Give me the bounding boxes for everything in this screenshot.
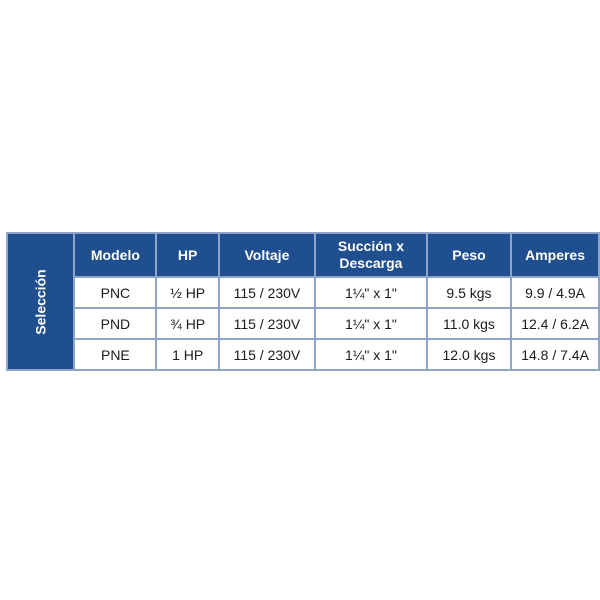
cell-modelo: PNE <box>73 338 158 371</box>
header-amperes: Amperes <box>510 232 600 278</box>
side-label: Selección <box>32 268 49 335</box>
header-succion-descarga: Succión x Descarga <box>313 232 428 278</box>
cell-succion-descarga: 1¼" x 1" <box>313 307 428 340</box>
cell-amperes: 9.9 / 4.9A <box>510 276 600 309</box>
cell-voltaje: 115 / 230V <box>217 276 316 309</box>
cell-modelo: PND <box>73 307 158 340</box>
cell-amperes: 12.4 / 6.2A <box>510 307 600 340</box>
cell-peso: 12.0 kgs <box>425 338 513 371</box>
selection-table-container: Selección Modelo HP Voltaje Succión x De… <box>5 232 600 371</box>
cell-hp: ½ HP <box>155 276 220 309</box>
header-hp: HP <box>155 232 220 278</box>
header-voltaje: Voltaje <box>217 232 316 278</box>
table-row: PNC ½ HP 115 / 230V 1¼" x 1" 9.5 kgs 9.9… <box>7 276 600 309</box>
selection-table: Selección Modelo HP Voltaje Succión x De… <box>5 232 600 371</box>
side-label-cell: Selección <box>5 232 76 371</box>
header-row: Selección Modelo HP Voltaje Succión x De… <box>5 232 600 371</box>
cell-hp: ¾ HP <box>155 307 220 340</box>
cell-voltaje: 115 / 230V <box>217 307 316 340</box>
cell-peso: 11.0 kgs <box>425 307 513 340</box>
cell-succion-descarga: 1¼" x 1" <box>313 276 428 309</box>
cell-modelo: PNC <box>73 276 158 309</box>
table-row: PNE 1 HP 115 / 230V 1¼" x 1" 12.0 kgs 14… <box>7 338 600 371</box>
cell-succion-descarga: 1¼" x 1" <box>313 338 428 371</box>
table-row: PND ¾ HP 115 / 230V 1¼" x 1" 11.0 kgs 12… <box>7 307 600 340</box>
header-peso: Peso <box>425 232 513 278</box>
cell-peso: 9.5 kgs <box>425 276 513 309</box>
cell-voltaje: 115 / 230V <box>217 338 316 371</box>
header-modelo: Modelo <box>73 232 158 278</box>
cell-amperes: 14.8 / 7.4A <box>510 338 600 371</box>
cell-hp: 1 HP <box>155 338 220 371</box>
